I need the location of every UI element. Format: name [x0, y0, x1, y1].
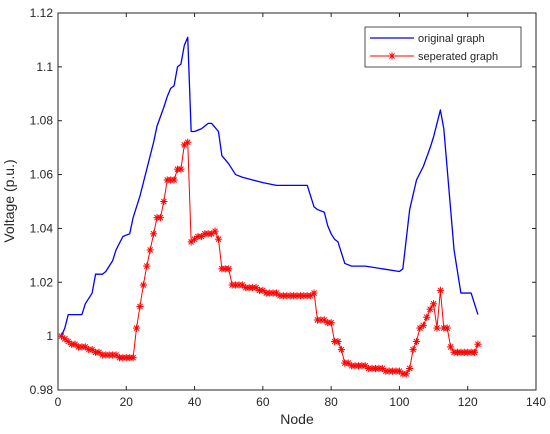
axis-ticks: 0 20 40 60 80 100 120 140 0.98 1 1.02 1.04 1.06 1.08 1…	[30, 6, 547, 409]
data-point-marker	[156, 214, 165, 222]
data-point-marker	[136, 302, 144, 311]
legend-label-seperated-graph: seperated graph	[418, 51, 498, 63]
data-point-marker	[433, 324, 441, 332]
y-tick-label: 1.04	[30, 221, 54, 235]
data-point-marker	[443, 324, 451, 332]
plot-area	[57, 12, 537, 391]
data-point-marker	[474, 340, 482, 348]
data-point-marker	[334, 337, 342, 346]
y-axis-label: Voltage (p.u.)	[1, 159, 17, 242]
data-point-marker	[211, 227, 219, 235]
data-point-marker	[307, 292, 315, 300]
data-point-marker	[252, 284, 260, 292]
data-point-marker	[447, 343, 455, 351]
data-point-marker	[177, 165, 185, 173]
x-tick-label: 80	[324, 395, 338, 409]
data-point-marker	[310, 289, 318, 297]
series-line	[60, 36, 479, 337]
legend: original graph seperated graph	[364, 26, 522, 68]
data-point-marker	[214, 235, 223, 243]
data-point-marker	[143, 262, 151, 270]
series-original-graph	[60, 36, 479, 337]
x-tick-label: 40	[188, 395, 202, 409]
data-point-marker	[426, 305, 434, 313]
x-tick-label: 60	[256, 395, 270, 409]
data-point-marker	[412, 337, 421, 346]
y-tick-label: 1.08	[30, 114, 54, 128]
data-point-marker	[61, 335, 69, 343]
data-point-marker	[225, 265, 233, 273]
x-tick-label: 20	[120, 395, 134, 409]
y-tick-label: 1.02	[30, 275, 54, 289]
data-point-marker	[95, 348, 103, 356]
data-point-marker	[429, 300, 438, 308]
x-tick-label: 0	[55, 395, 62, 409]
data-point-marker	[409, 346, 417, 354]
legend-box	[364, 26, 522, 68]
y-tick-label: 1	[46, 329, 53, 343]
series-seperated-graph	[57, 138, 482, 378]
data-point-marker	[436, 286, 444, 294]
y-tick-label: 1.12	[30, 6, 54, 20]
data-point-marker	[378, 364, 386, 373]
x-tick-label: 140	[526, 395, 546, 409]
data-point-marker	[184, 138, 192, 146]
legend-label-original-graph: original graph	[418, 33, 485, 45]
data-point-marker	[139, 281, 147, 289]
data-point-marker	[327, 319, 335, 327]
data-point-marker	[150, 230, 158, 238]
y-tick-label: 1.1	[36, 60, 53, 74]
data-point-marker	[388, 52, 396, 60]
data-point-marker	[160, 197, 168, 206]
data-point-marker	[146, 246, 154, 254]
y-tick-label: 0.98	[30, 383, 54, 397]
chart-series	[57, 36, 482, 378]
data-point-marker	[419, 321, 427, 329]
x-tick-label: 120	[458, 395, 478, 409]
data-point-marker	[170, 176, 178, 184]
legend-marker-seperated-graph	[388, 52, 396, 60]
data-point-marker	[402, 370, 410, 378]
x-axis-label: Node	[280, 411, 314, 427]
data-point-marker	[132, 324, 141, 332]
x-tick-label: 100	[389, 395, 409, 409]
data-point-marker	[470, 348, 479, 356]
data-point-marker	[129, 354, 137, 362]
data-point-marker	[337, 346, 345, 354]
data-point-marker	[406, 364, 414, 373]
y-tick-label: 1.06	[30, 168, 54, 182]
data-point-marker	[88, 346, 96, 354]
data-point-marker	[423, 313, 431, 321]
